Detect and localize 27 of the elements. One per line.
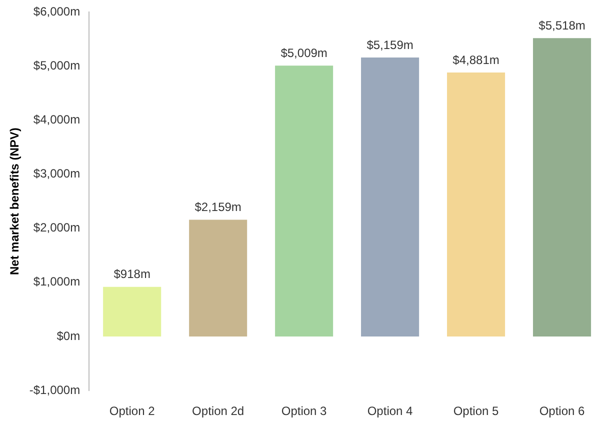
x-tick-label: Option 2d: [192, 404, 244, 418]
y-tick-label: $4,000m: [33, 112, 80, 126]
y-tick-label: $2,000m: [33, 220, 80, 235]
y-tick-label: $1,000m: [33, 274, 80, 289]
y-tick-label: $5,000m: [33, 58, 80, 72]
x-tick-label: Option 6: [539, 404, 586, 418]
data-label: $918m: [114, 267, 150, 282]
x-tick-label: Option 5: [453, 404, 500, 418]
data-label: $5,159m: [366, 38, 414, 52]
y-axis-title: Net market benefits (NPV): [8, 128, 22, 275]
data-label: $4,881m: [452, 52, 500, 67]
bar: [361, 57, 420, 337]
x-tick-label: Option 4: [367, 404, 414, 418]
bar: [103, 286, 162, 337]
bar: [447, 72, 506, 337]
x-tick-label: Option 2: [109, 404, 156, 418]
data-label: $5,009m: [280, 46, 328, 60]
bar: [532, 38, 592, 337]
data-label: $5,518m: [538, 18, 586, 32]
data-label: $2,159m: [194, 200, 242, 214]
bar: [275, 66, 334, 337]
bar: [189, 220, 248, 337]
y-tick-label: -$1,000m: [29, 382, 80, 397]
y-tick-label: $3,000m: [33, 166, 80, 181]
y-tick-label: $6,000m: [33, 4, 80, 18]
x-tick-label: Option 3: [281, 404, 328, 418]
y-tick-label: $0m: [56, 328, 80, 343]
